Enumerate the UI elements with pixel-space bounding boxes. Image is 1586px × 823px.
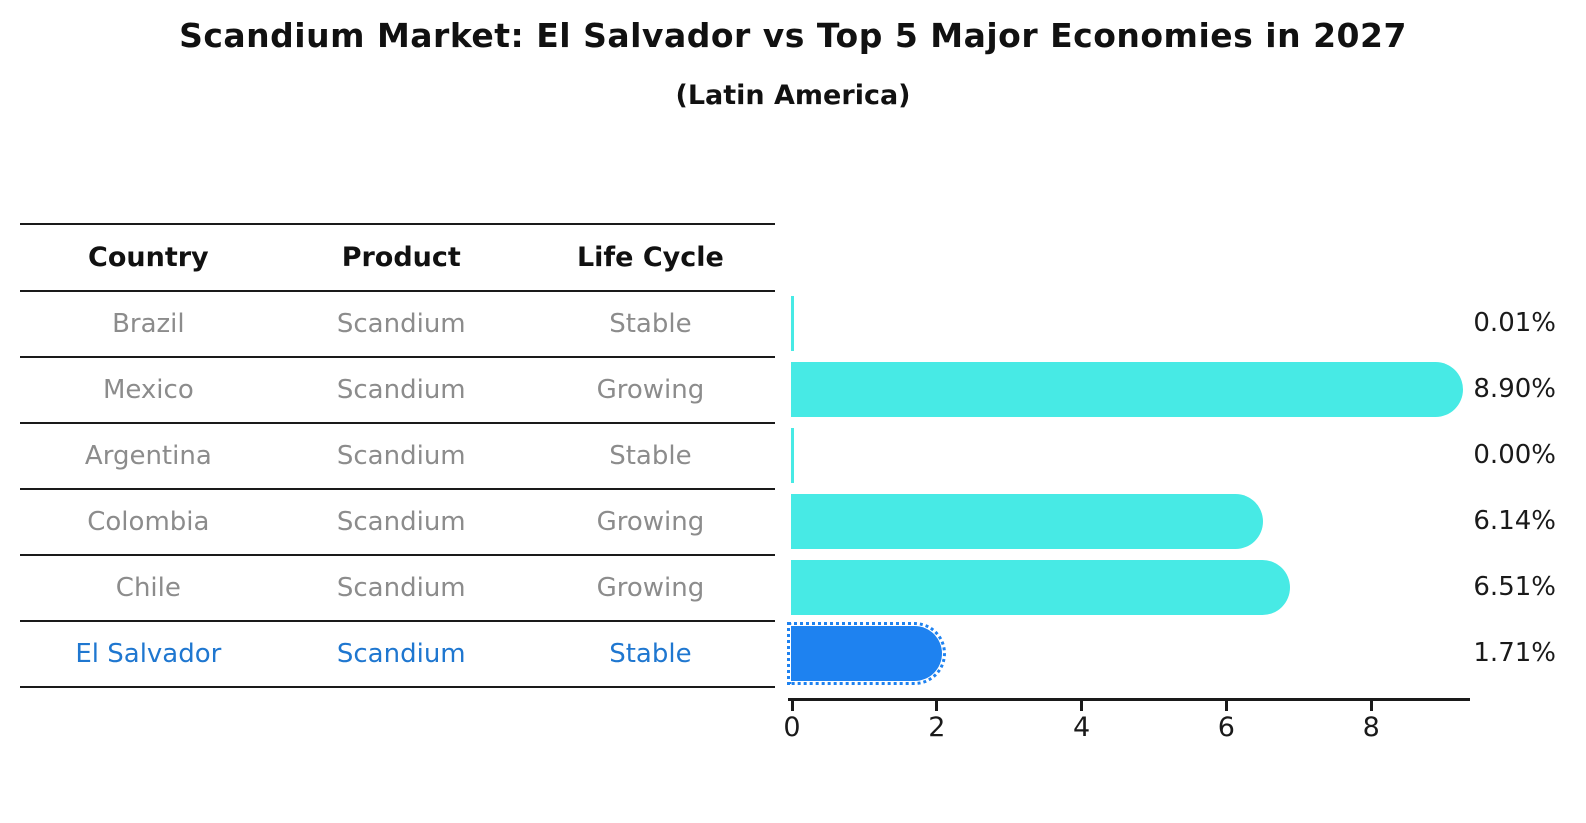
- table-cell-life-cycle: Growing: [596, 375, 705, 405]
- table-header-row: Country Product Life Cycle: [20, 225, 775, 292]
- bar-value-label: 6.14%: [1473, 506, 1556, 536]
- x-axis-tick-label: 4: [1073, 712, 1091, 743]
- x-axis-tick-label: 8: [1362, 712, 1380, 743]
- country-table: Country Product Life Cycle Brazil Scandium St…: [20, 223, 775, 688]
- table-cell-life-cycle: Stable: [609, 639, 692, 669]
- bar-argentina: [791, 427, 794, 483]
- x-axis-tick: [1224, 701, 1228, 711]
- table-header-cell: Product: [341, 242, 461, 273]
- x-axis-tick: [790, 701, 794, 711]
- table-cell-country: El Salvador: [75, 639, 222, 669]
- table-cell-life-cycle: Growing: [596, 507, 705, 537]
- table-row: Argentina Scandium Stable: [20, 424, 775, 490]
- table-cell-life-cycle: Stable: [609, 441, 692, 471]
- x-axis-tick-label: 2: [928, 712, 946, 743]
- bar-value-label: 6.51%: [1473, 572, 1556, 602]
- table-cell-product: Scandium: [336, 309, 466, 339]
- table-cell-product: Scandium: [336, 441, 466, 471]
- bar-value-label: 0.00%: [1473, 440, 1556, 470]
- x-axis-tick: [1080, 701, 1084, 711]
- bar-chile: [791, 559, 1290, 615]
- table-row: Chile Scandium Growing: [20, 556, 775, 622]
- table-header-cell: Country: [88, 242, 209, 273]
- table-cell-country: Mexico: [102, 375, 194, 405]
- table-cell-product: Scandium: [336, 375, 466, 405]
- table-cell-country: Brazil: [112, 309, 185, 339]
- table-cell-country: Argentina: [84, 441, 212, 471]
- x-axis-line: [788, 698, 1470, 701]
- table-cell-life-cycle: Stable: [609, 309, 692, 339]
- bar-value-label: 8.90%: [1473, 374, 1556, 404]
- x-axis-tick-label: 6: [1217, 712, 1235, 743]
- table-row: El Salvador Scandium Stable: [20, 622, 775, 688]
- table-header-cell: Life Cycle: [576, 242, 724, 273]
- chart-title: Scandium Market: El Salvador vs Top 5 Ma…: [179, 16, 1407, 55]
- table-cell-life-cycle: Growing: [596, 573, 705, 603]
- bar-colombia: [791, 493, 1264, 549]
- table-cell-country: Colombia: [87, 507, 210, 537]
- bar-el-salvador: [786, 621, 947, 685]
- bar-brazil: [791, 295, 794, 351]
- table-row: Mexico Scandium Growing: [20, 358, 775, 424]
- bar-plot-area: [786, 290, 1491, 686]
- table-row: Colombia Scandium Growing: [20, 490, 775, 556]
- bar-value-label: 1.71%: [1473, 638, 1556, 668]
- table-cell-product: Scandium: [336, 507, 466, 537]
- table-cell-product: Scandium: [336, 639, 466, 669]
- x-axis-tick: [1369, 701, 1373, 711]
- x-axis-tick-label: 0: [783, 712, 801, 743]
- chart-subtitle: (Latin America): [675, 80, 911, 111]
- table-cell-product: Scandium: [336, 573, 466, 603]
- x-axis-tick: [935, 701, 939, 711]
- bar-value-label: 0.01%: [1473, 308, 1556, 338]
- table-cell-country: Chile: [115, 573, 181, 603]
- bar-mexico: [791, 361, 1463, 417]
- table-row: Brazil Scandium Stable: [20, 292, 775, 358]
